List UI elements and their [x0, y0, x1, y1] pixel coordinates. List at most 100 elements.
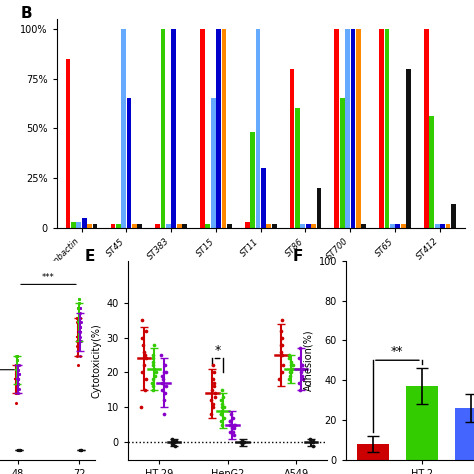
- Point: [75, 314, 83, 321]
- Point: [74, 304, 82, 312]
- Point: [75, 314, 82, 321]
- Point: [14, 361, 22, 369]
- Point: [288, 365, 296, 373]
- Point: [14, 390, 22, 397]
- Bar: [272, 224, 276, 228]
- Bar: [161, 29, 165, 228]
- Point: [16, 447, 23, 454]
- Point: [15, 371, 22, 378]
- Point: [15, 361, 23, 369]
- Point: [139, 341, 147, 348]
- Bar: [295, 109, 300, 228]
- Point: [13, 361, 21, 369]
- Point: [74, 323, 82, 331]
- Point: [290, 362, 297, 369]
- Bar: [245, 221, 250, 228]
- Bar: [132, 224, 137, 228]
- Bar: [121, 29, 126, 228]
- Point: [288, 369, 295, 376]
- Point: [296, 344, 304, 352]
- Point: [12, 361, 20, 369]
- Point: [12, 380, 19, 388]
- Point: [150, 383, 157, 390]
- Point: [15, 447, 22, 454]
- Point: [74, 323, 82, 331]
- Point: [230, 431, 237, 439]
- Point: [14, 375, 21, 383]
- Point: [309, 437, 317, 444]
- Point: [78, 447, 85, 454]
- Point: [148, 379, 156, 387]
- Point: [77, 337, 84, 345]
- Point: [142, 355, 150, 362]
- Point: [14, 375, 21, 383]
- Bar: [390, 224, 395, 228]
- Point: [77, 333, 84, 340]
- Point: [74, 361, 82, 369]
- Point: [149, 386, 157, 394]
- Bar: [92, 224, 97, 228]
- Point: [279, 362, 287, 369]
- Point: [76, 323, 83, 331]
- Point: [141, 351, 149, 359]
- Point: [210, 369, 218, 376]
- Bar: [311, 224, 316, 228]
- Bar: [127, 99, 131, 228]
- Point: [278, 348, 285, 356]
- Point: [14, 380, 21, 388]
- Point: [74, 328, 82, 336]
- Point: [295, 355, 303, 362]
- Point: [74, 328, 82, 336]
- Point: [161, 362, 169, 369]
- Bar: [455, 408, 474, 460]
- Point: [168, 440, 175, 448]
- Point: [150, 365, 157, 373]
- Point: [168, 435, 176, 443]
- Point: [219, 386, 226, 394]
- Bar: [406, 386, 438, 460]
- Point: [13, 375, 20, 383]
- Point: [170, 438, 178, 446]
- Y-axis label: Cytotoxicity(%): Cytotoxicity(%): [91, 323, 101, 398]
- Point: [296, 379, 303, 387]
- Point: [74, 328, 82, 336]
- Point: [77, 447, 85, 454]
- Point: [14, 385, 22, 392]
- Bar: [205, 224, 210, 228]
- Bar: [261, 168, 266, 228]
- Text: E: E: [84, 249, 94, 264]
- Point: [149, 351, 156, 359]
- Bar: [82, 218, 87, 228]
- Point: [209, 403, 216, 411]
- Point: [15, 447, 22, 454]
- Bar: [222, 29, 226, 228]
- Point: [75, 314, 82, 321]
- Point: [13, 361, 20, 369]
- Bar: [301, 224, 305, 228]
- Point: [74, 314, 82, 321]
- Point: [16, 447, 24, 454]
- Point: [229, 428, 237, 436]
- Point: [151, 372, 158, 380]
- Text: **: **: [391, 345, 404, 358]
- Point: [13, 352, 21, 359]
- Point: [138, 334, 146, 341]
- Point: [16, 447, 23, 454]
- Text: *: *: [214, 344, 221, 357]
- Point: [310, 442, 317, 450]
- Point: [15, 447, 23, 454]
- Text: ***: ***: [42, 273, 55, 282]
- Point: [160, 376, 167, 383]
- Point: [160, 369, 167, 376]
- Point: [74, 304, 82, 312]
- Point: [239, 438, 247, 446]
- Point: [78, 447, 85, 454]
- Point: [14, 366, 22, 374]
- Point: [229, 414, 237, 422]
- Point: [278, 316, 286, 324]
- Point: [161, 390, 169, 397]
- Point: [217, 418, 224, 425]
- Point: [220, 414, 228, 422]
- Point: [77, 447, 84, 454]
- Point: [77, 304, 84, 312]
